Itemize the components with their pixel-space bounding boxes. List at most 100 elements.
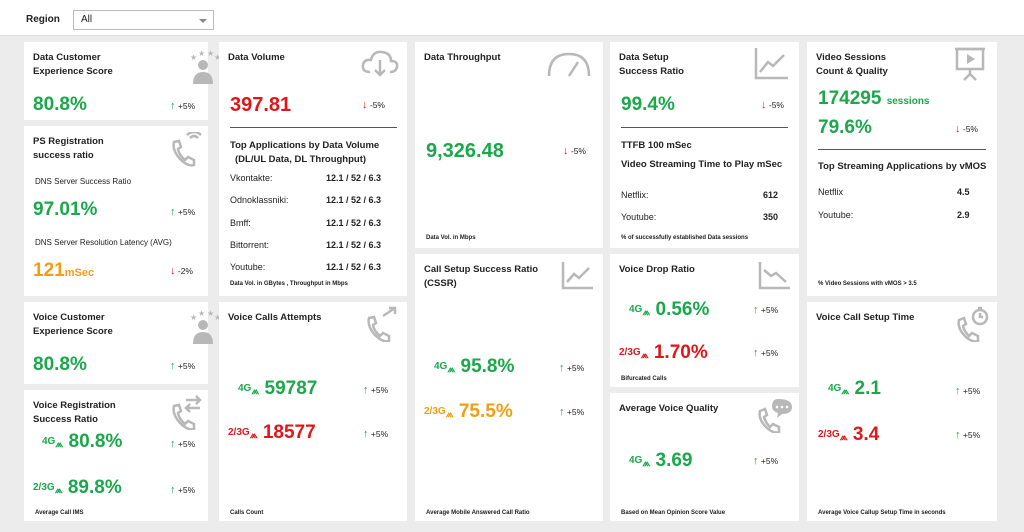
card-footer: Average Mobile Answered Call Ratio [426, 510, 530, 516]
user-rating-icon: ★ ★ ★ ★ [190, 310, 221, 344]
svg-text:★: ★ [214, 313, 221, 322]
calls-4g: 4G⩕ 59787 [238, 378, 318, 399]
voice-quality-change: ↑ +5% [753, 455, 779, 467]
card-cssr: Call Setup Success Ratio (CSSR) 4G⩕ 95.8%… [415, 254, 603, 521]
presentation-icon [955, 47, 985, 81]
svg-text:★: ★ [198, 310, 205, 318]
data-volume-value: 397.81 [230, 94, 292, 116]
phone-timer-icon [957, 306, 989, 342]
card-voice-customer-experience: Voice Customer Experience Score ★ ★ ★ ★ 80.8… [24, 302, 221, 384]
kpi-value: 80.8% [33, 94, 87, 115]
streaming-apps-title: Top Streaming Applications by vMOS [818, 161, 987, 172]
app-row: Odnoklassniki: 12.1 / 52 / 6.3 [230, 195, 382, 205]
drop-4g-change: ↑ +5% [753, 304, 779, 316]
card-voice-calls-attempts: Voice Calls Attempts 4G⩕ 59787 ↑ +5% 2/3… [219, 302, 407, 521]
card-title: Voice Registration Success Ratio [33, 400, 116, 425]
phone-signal-icon [172, 132, 202, 167]
card-ps-registration: PS Registration success ratio DNS Server … [24, 126, 208, 296]
cssr-4g: 4G⩕ 95.8% [434, 356, 515, 377]
voice-quality-value: 4G⩕ 3.69 [629, 450, 693, 471]
card-data-customer-experience: Data Customer Experience Score ★ ★ ★ ★ 80.8%… [24, 42, 221, 120]
vmos-row: Youtube: 2.9 [818, 210, 970, 220]
decline-chart-icon [758, 262, 790, 290]
card-footer: Data Vol. in GBytes , Throughput in Mbps [230, 281, 348, 287]
line-chart-icon [561, 262, 593, 290]
kpi-change: ↑ +5% [170, 100, 196, 112]
card-title: Average Voice Quality [619, 403, 719, 414]
region-select-value: All [81, 14, 93, 25]
region-label: Region [26, 14, 60, 25]
card-voice-registration: Voice Registration Success Ratio 4G⩕ 80.8… [24, 390, 208, 521]
drop-23g-change: ↑ +5% [753, 347, 779, 359]
video-quality-change: ↓ -5% [955, 123, 978, 135]
ttfb-label: TTFB 100 mSec [621, 140, 692, 151]
card-title: Voice Call Setup Time [816, 312, 915, 323]
svg-text:★: ★ [198, 50, 205, 58]
app-row: Bmff: 12.1 / 52 / 6.3 [230, 218, 382, 228]
cssr-4g-change: ↑ +5% [559, 362, 585, 374]
card-footer: % of successfully established Data sessi… [621, 235, 749, 241]
line-chart-icon [754, 48, 788, 80]
calls-23g-change: ↑ +5% [363, 428, 389, 440]
region-select[interactable]: All [73, 10, 214, 30]
card-data-volume: Data Volume 397.81 ↓ -5% Top Application… [219, 42, 407, 296]
data-setup-change: ↓ -5% [761, 99, 784, 111]
svg-text:★: ★ [207, 310, 214, 318]
svg-text:★: ★ [207, 50, 214, 58]
apps-title: Top Applications by Data Volume (DL/UL Da… [230, 140, 380, 165]
dns-success-value: 97.01% [33, 199, 98, 220]
phone-transfer-icon [172, 395, 202, 430]
card-title: Call Setup Success Ratio (CSSR) [424, 264, 539, 289]
cloud-download-icon [361, 50, 399, 77]
speedometer-icon [547, 52, 591, 77]
video-streaming-label: Video Streaming Time to Play mSec [621, 159, 783, 170]
throughput-change: ↓ -5% [563, 145, 586, 157]
card-footer: Average Call IMS [35, 510, 84, 516]
card-title: Data Customer Experience Score [33, 52, 113, 77]
filter-bar: Region All [0, 0, 1024, 36]
dns-latency-change: ↓ -2% [170, 265, 193, 277]
chevron-down-icon[interactable] [199, 19, 207, 23]
user-rating-icon: ★ ★ ★ ★ [190, 50, 221, 84]
card-title: Voice Calls Attempts [228, 312, 322, 323]
dns-latency-label: DNS Server Resolution Latency (AVG) [35, 238, 172, 247]
app-row: Bittorrent: 12.1 / 52 / 6.3 [230, 240, 382, 250]
divider [818, 149, 986, 150]
card-voice-call-setup-time: Voice Call Setup Time 4G⩕ 2.1 ↑ +5% 2/3G… [807, 302, 997, 521]
throughput-value: 9,326.48 [426, 140, 504, 162]
dns-success-label: DNS Server Success Ratio [35, 177, 132, 186]
data-volume-change: ↓ -5% [362, 99, 385, 111]
card-footer: Based on Mean Opinion Score Value [621, 510, 726, 516]
card-video-sessions: Video Sessions Count & Quality 174295 ses… [807, 42, 997, 296]
vmos-row: Netflix 4.5 [818, 187, 970, 197]
card-data-setup: Data Setup Success Ratio 99.4% ↓ -5% TTFB… [610, 42, 799, 248]
streaming-row: Netflix: 612 [621, 190, 779, 200]
kpi-value: 80.8% [33, 354, 87, 375]
card-voice-drop: Voice Drop Ratio 4G⩕ 0.56% ↑ +5% 2/3G⩕ 1… [610, 254, 799, 387]
card-title: Data Setup Success Ratio [619, 52, 684, 77]
voice-reg-23g-change: ↑ +5% [170, 484, 196, 496]
setup-time-23g-change: ↑ +5% [955, 429, 981, 441]
data-setup-value: 99.4% [621, 94, 675, 115]
card-data-throughput: Data Throughput 9,326.48 ↓ -5% Data Vol.… [415, 42, 603, 248]
cssr-23g-change: ↑ +5% [559, 406, 585, 418]
streaming-row: Youtube: 350 [621, 212, 779, 222]
drop-4g: 4G⩕ 0.56% [629, 299, 710, 320]
card-footer: Average Voice Callup Setup Time in secon… [818, 510, 946, 516]
setup-time-4g: 4G⩕ 2.1 [828, 378, 881, 399]
svg-text:★: ★ [190, 313, 197, 322]
card-title: PS Registration success ratio [33, 136, 104, 161]
setup-time-23g: 2/3G⩕ 3.4 [818, 424, 880, 445]
calls-23g: 2/3G⩕ 18577 [228, 422, 316, 443]
card-title: Voice Customer Experience Score [33, 312, 113, 337]
card-footer: Data Vol. in Mbps [426, 235, 476, 241]
card-average-voice-quality: Average Voice Quality 4G⩕ 3.69 ↑ +5% Bas… [610, 393, 799, 521]
phone-chat-icon [758, 399, 792, 433]
card-footer: Calls Count [230, 510, 264, 516]
card-footer: Bifurcated Calls [621, 376, 667, 382]
card-title: Video Sessions Count & Quality [816, 52, 888, 77]
svg-text:★: ★ [190, 53, 197, 62]
card-title: Voice Drop Ratio [619, 264, 695, 275]
phone-forward-icon [367, 306, 397, 342]
drop-23g: 2/3G⩕ 1.70% [619, 342, 708, 363]
